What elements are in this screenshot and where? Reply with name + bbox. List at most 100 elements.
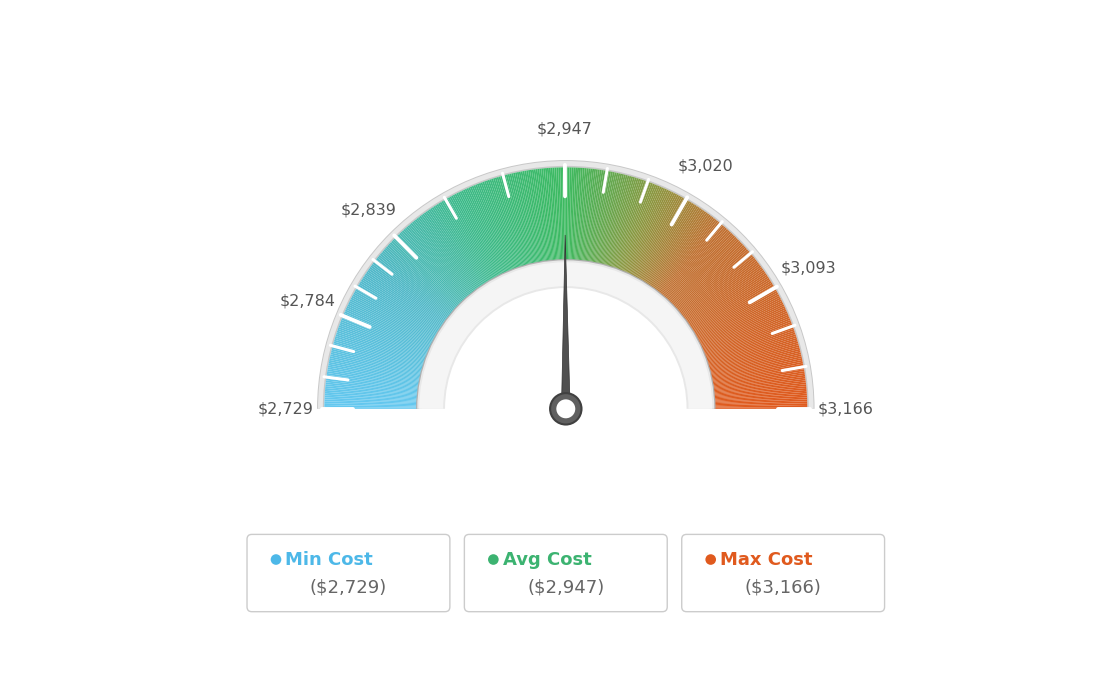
- Text: $3,166: $3,166: [818, 402, 874, 416]
- Wedge shape: [514, 172, 537, 267]
- Wedge shape: [631, 194, 677, 280]
- Wedge shape: [711, 395, 807, 402]
- Circle shape: [555, 398, 576, 420]
- Wedge shape: [325, 394, 422, 401]
- Wedge shape: [668, 237, 736, 306]
- Wedge shape: [708, 364, 804, 383]
- Wedge shape: [573, 168, 580, 264]
- Wedge shape: [688, 279, 771, 332]
- Wedge shape: [710, 382, 806, 394]
- Wedge shape: [466, 188, 507, 277]
- Wedge shape: [471, 186, 510, 275]
- Wedge shape: [412, 221, 475, 297]
- Wedge shape: [411, 223, 474, 298]
- Wedge shape: [388, 245, 459, 311]
- Wedge shape: [337, 331, 428, 363]
- Wedge shape: [325, 407, 421, 408]
- Wedge shape: [700, 318, 790, 355]
- Wedge shape: [705, 345, 799, 372]
- Wedge shape: [484, 181, 518, 273]
- Wedge shape: [350, 299, 437, 344]
- Wedge shape: [353, 293, 438, 340]
- Wedge shape: [406, 226, 470, 300]
- Wedge shape: [340, 322, 431, 357]
- Wedge shape: [635, 196, 682, 282]
- Wedge shape: [627, 190, 670, 278]
- Wedge shape: [586, 170, 602, 266]
- Wedge shape: [617, 183, 652, 274]
- Wedge shape: [394, 238, 464, 307]
- Wedge shape: [613, 180, 646, 272]
- Wedge shape: [707, 353, 802, 376]
- Wedge shape: [649, 211, 707, 291]
- Wedge shape: [588, 170, 605, 266]
- Wedge shape: [696, 303, 784, 346]
- Wedge shape: [651, 213, 709, 293]
- Wedge shape: [608, 178, 638, 270]
- Wedge shape: [428, 209, 485, 290]
- Wedge shape: [325, 405, 421, 408]
- Wedge shape: [396, 235, 465, 306]
- Wedge shape: [331, 351, 425, 375]
- Wedge shape: [709, 375, 805, 390]
- Wedge shape: [344, 309, 434, 351]
- FancyBboxPatch shape: [247, 534, 449, 611]
- Wedge shape: [644, 205, 697, 287]
- Wedge shape: [493, 178, 523, 270]
- Wedge shape: [604, 176, 631, 269]
- Wedge shape: [660, 225, 724, 299]
- Wedge shape: [401, 231, 467, 303]
- Wedge shape: [711, 402, 807, 406]
- Wedge shape: [684, 272, 765, 327]
- Wedge shape: [698, 308, 786, 349]
- Wedge shape: [332, 347, 426, 373]
- Wedge shape: [616, 182, 651, 273]
- Wedge shape: [591, 171, 609, 266]
- Wedge shape: [486, 180, 519, 272]
- Wedge shape: [702, 325, 793, 359]
- Wedge shape: [533, 169, 548, 265]
- Wedge shape: [650, 213, 708, 292]
- Wedge shape: [599, 174, 624, 268]
- Wedge shape: [500, 176, 528, 269]
- Wedge shape: [330, 356, 424, 378]
- Wedge shape: [351, 297, 437, 343]
- Wedge shape: [327, 371, 423, 387]
- Wedge shape: [594, 172, 615, 267]
- Wedge shape: [654, 217, 714, 295]
- Text: $2,784: $2,784: [279, 293, 336, 308]
- Wedge shape: [639, 201, 690, 285]
- Wedge shape: [468, 187, 508, 276]
- Circle shape: [270, 554, 282, 565]
- Wedge shape: [687, 275, 767, 329]
- Wedge shape: [614, 181, 648, 273]
- Wedge shape: [699, 315, 789, 353]
- Wedge shape: [336, 333, 428, 364]
- FancyBboxPatch shape: [681, 534, 884, 611]
- Wedge shape: [395, 237, 464, 306]
- Wedge shape: [408, 224, 473, 299]
- Wedge shape: [538, 169, 550, 265]
- Wedge shape: [597, 173, 620, 268]
- Wedge shape: [648, 210, 704, 290]
- Wedge shape: [560, 168, 563, 264]
- Wedge shape: [710, 386, 806, 396]
- Wedge shape: [676, 250, 750, 315]
- Wedge shape: [498, 177, 527, 270]
- Wedge shape: [659, 224, 723, 299]
- Wedge shape: [421, 215, 480, 293]
- Wedge shape: [448, 197, 496, 282]
- Wedge shape: [443, 200, 493, 284]
- Text: $2,947: $2,947: [537, 121, 593, 136]
- Wedge shape: [698, 309, 787, 351]
- Text: $3,093: $3,093: [781, 261, 836, 276]
- Wedge shape: [584, 169, 598, 265]
- Wedge shape: [384, 248, 458, 313]
- Wedge shape: [358, 284, 442, 335]
- Wedge shape: [705, 347, 799, 373]
- Wedge shape: [709, 367, 804, 385]
- Wedge shape: [343, 313, 433, 353]
- Wedge shape: [689, 281, 772, 333]
- Text: ($2,729): ($2,729): [310, 579, 388, 597]
- Wedge shape: [626, 189, 667, 277]
